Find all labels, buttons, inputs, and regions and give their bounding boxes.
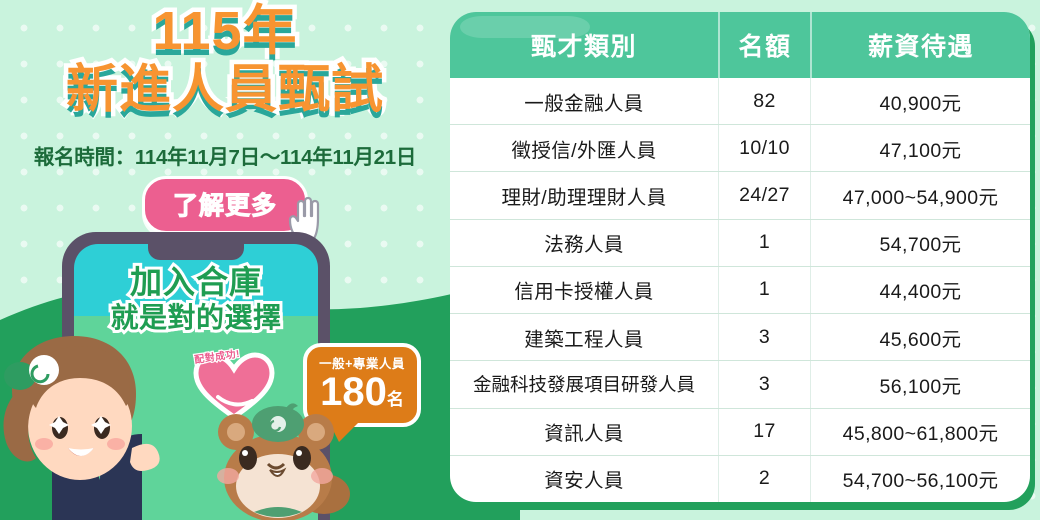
registration-period-text: 報名時間：114年11月7日～114年11月21日 — [33, 146, 417, 169]
column-header-category: 甄才類別 — [530, 33, 637, 61]
title-line-1: 115年 — [148, 0, 301, 63]
cell-salary: 45,600元 — [810, 314, 1030, 361]
cell-quota: 1 — [718, 219, 810, 266]
table-row: 一般金融人員 82 40,900元 — [450, 78, 1030, 125]
learn-more-label: 了解更多 — [172, 192, 277, 221]
table-row: 法務人員 1 54,700元 — [450, 218, 1030, 266]
column-header-salary: 薪資待遇 — [810, 12, 1030, 78]
cell-category: 資安人員 — [544, 470, 624, 493]
phone-notch — [148, 244, 244, 260]
headcount-number: 180 — [320, 370, 387, 414]
headcount-bubble: 一般+專業人員 180名 — [303, 343, 421, 442]
cell-category: 一般金融人員 — [524, 92, 644, 115]
cell-quota: 10/10 — [718, 125, 810, 172]
hamster-mascot-icon — [217, 403, 350, 520]
column-header-quota: 名額 — [718, 12, 810, 78]
cell-salary: 47,000~54,900元 — [810, 172, 1030, 219]
table-row: 理財/助理理財人員 24/27 47,000~54,900元 — [450, 171, 1030, 219]
phone-headline-line-2: 就是對的選擇 — [107, 299, 284, 335]
hand-pointer-icon — [288, 196, 320, 242]
cell-category: 法務人員 — [544, 234, 624, 257]
cell-salary: 40,900元 — [810, 78, 1030, 125]
girl-mascot-icon — [3, 336, 160, 520]
cell-quota: 82 — [718, 78, 810, 125]
cell-salary: 45,800~61,800元 — [810, 408, 1030, 455]
learn-more-button[interactable]: 了解更多 — [141, 176, 308, 234]
recruitment-table: 甄才類別 名額 薪資待遇 一般金融人員 82 40,900元徵授信/外匯人員 10/1… — [450, 12, 1030, 502]
cell-quota: 3 — [718, 361, 810, 408]
cell-quota: 2 — [718, 455, 810, 502]
cell-salary: 47,100元 — [810, 125, 1030, 172]
table-row: 信用卡授權人員 1 44,400元 — [450, 265, 1030, 314]
cell-category: 理財/助理理財人員 — [501, 187, 667, 210]
table-row: 金融科技發展項目研發人員 3 56,100元 — [450, 360, 1030, 408]
heart-icon — [193, 352, 275, 421]
cell-quota: 1 — [718, 266, 810, 314]
cell-category: 徵授信/外匯人員 — [511, 139, 657, 162]
cell-quota: 3 — [718, 314, 810, 361]
headcount-caption: 一般+專業人員 — [319, 357, 405, 371]
phone-headline-line-1: 加入合庫 — [127, 262, 264, 301]
banner-title: 115年 新進人員甄試 — [0, 0, 450, 121]
table-row: 建築工程人員 3 45,600元 — [450, 313, 1030, 361]
banner-left-panel: 115年 新進人員甄試 報名時間：114年11月7日～114年11月21日 了解… — [0, 0, 450, 520]
table-row: 資訊人員 17 45,800~61,800元 — [450, 407, 1030, 455]
cta-row: 了解更多 — [0, 176, 450, 234]
cell-category: 建築工程人員 — [524, 328, 644, 351]
cell-quota: 17 — [718, 408, 810, 455]
cell-salary: 54,700元 — [810, 219, 1030, 266]
table-row: 資安人員 2 54,700~56,100元 — [450, 454, 1030, 502]
title-line-2: 新進人員甄試 — [61, 60, 387, 121]
headcount-unit: 名 — [386, 390, 404, 409]
cell-category: 信用卡授權人員 — [514, 281, 654, 304]
cell-category: 資訊人員 — [544, 423, 624, 446]
table-body: 一般金融人員 82 40,900元 徵授信/外匯人員 10/10 47,100元 理財/助理… — [450, 78, 1030, 502]
cell-salary: 56,100元 — [810, 361, 1030, 408]
cell-salary: 44,400元 — [810, 266, 1030, 314]
phone-headline: 加入合庫 就是對的選擇 — [74, 262, 318, 335]
cell-quota: 24/27 — [718, 172, 810, 219]
cell-salary: 54,700~56,100元 — [810, 455, 1030, 502]
table-header-row: 甄才類別 名額 薪資待遇 — [450, 12, 1030, 78]
table-row: 徵授信/外匯人員 10/10 47,100元 — [450, 124, 1030, 172]
cell-category: 金融科技發展項目研發人員 — [472, 374, 695, 396]
